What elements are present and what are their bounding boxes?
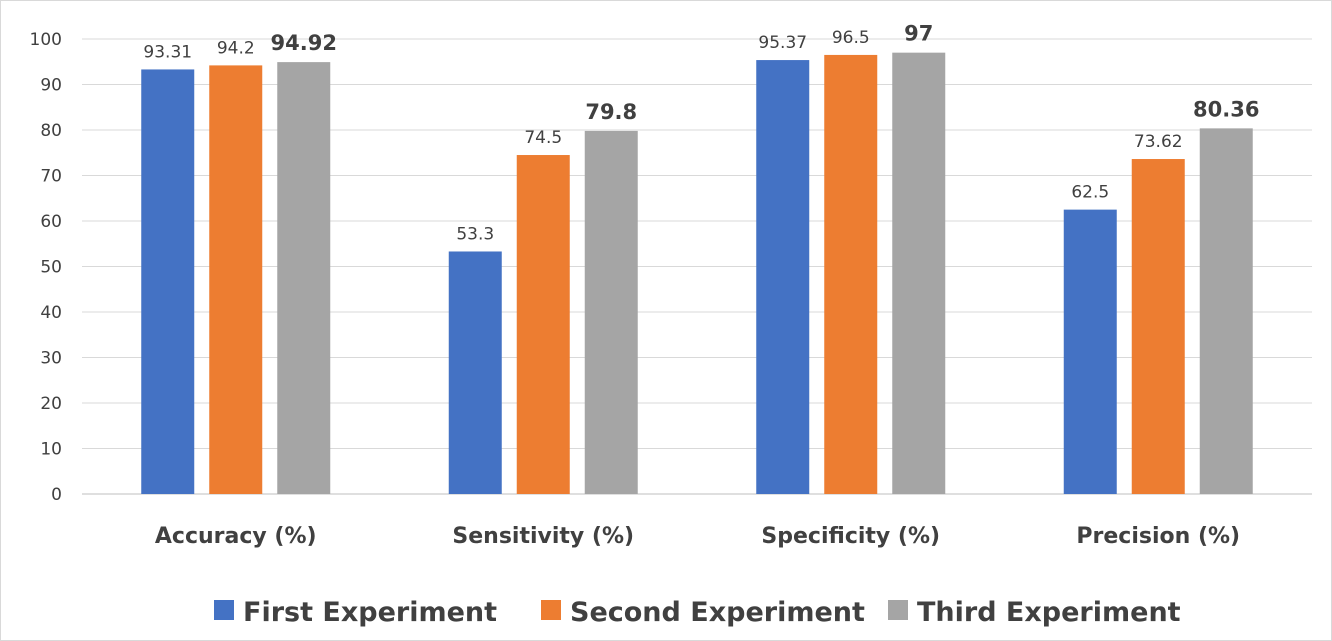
gridlines: [82, 38, 1312, 495]
category-label: Precision (%): [1076, 524, 1240, 549]
data-label: 80.36: [1193, 97, 1259, 121]
data-label: 97: [904, 22, 933, 46]
y-tick-label: 50: [40, 258, 62, 278]
legend: First Experiment Second Experiment Third E…: [214, 597, 1181, 628]
legend-swatch: [541, 600, 561, 620]
y-tick-label: 30: [40, 349, 62, 369]
y-tick-label: 60: [40, 212, 62, 232]
bar-2-2: [516, 155, 570, 494]
category-label: Sensitivity (%): [452, 524, 634, 549]
data-label: 79.8: [585, 100, 637, 124]
data-label: 94.92: [271, 31, 337, 55]
category-label: Specificity (%): [761, 524, 940, 549]
y-tick-label: 20: [40, 394, 62, 414]
bar-1-1: [141, 69, 195, 494]
data-label: 96.5: [832, 28, 870, 48]
y-tick-label: 90: [40, 76, 62, 96]
bar-3-3: [892, 52, 946, 495]
bar-1-3: [756, 60, 810, 495]
data-label: 53.3: [456, 224, 494, 244]
bar-3-4: [1199, 128, 1253, 494]
category-label: Accuracy (%): [155, 524, 317, 549]
legend-label: Second Experiment: [570, 597, 865, 628]
data-labels: 93.31 94.2 94.92 53.3 74.5 79.8 95.37 96.5 97 62.…: [143, 22, 1259, 245]
y-axis-ticks: 0 10 20 30 40 50 60 70 80 90 100: [30, 30, 62, 505]
legend-label: First Experiment: [243, 597, 497, 628]
legend-swatch: [888, 600, 908, 620]
data-label: 93.31: [143, 42, 192, 62]
bar-2-3: [824, 54, 878, 495]
legend-swatch: [214, 600, 234, 620]
bar-1-2: [448, 251, 502, 494]
bar-3-2: [584, 130, 638, 494]
y-tick-label: 0: [51, 485, 62, 505]
data-label: 73.62: [1134, 132, 1183, 152]
bar-3-1: [277, 62, 331, 494]
data-label: 94.2: [217, 38, 255, 58]
bar-2-4: [1131, 159, 1185, 495]
y-tick-label: 70: [40, 167, 62, 187]
data-label: 95.37: [758, 33, 807, 53]
bar-2-1: [209, 65, 263, 494]
bar-1-4: [1063, 209, 1117, 494]
y-tick-label: 10: [40, 440, 62, 460]
legend-label: Third Experiment: [917, 597, 1181, 628]
y-tick-label: 40: [40, 303, 62, 323]
data-label: 74.5: [524, 128, 562, 148]
y-tick-label: 80: [40, 121, 62, 141]
bars: [141, 52, 1253, 495]
y-tick-label: 100: [30, 30, 62, 50]
data-label: 62.5: [1071, 183, 1109, 203]
category-labels: Accuracy (%) Sensitivity (%) Specificity (…: [155, 524, 1240, 549]
